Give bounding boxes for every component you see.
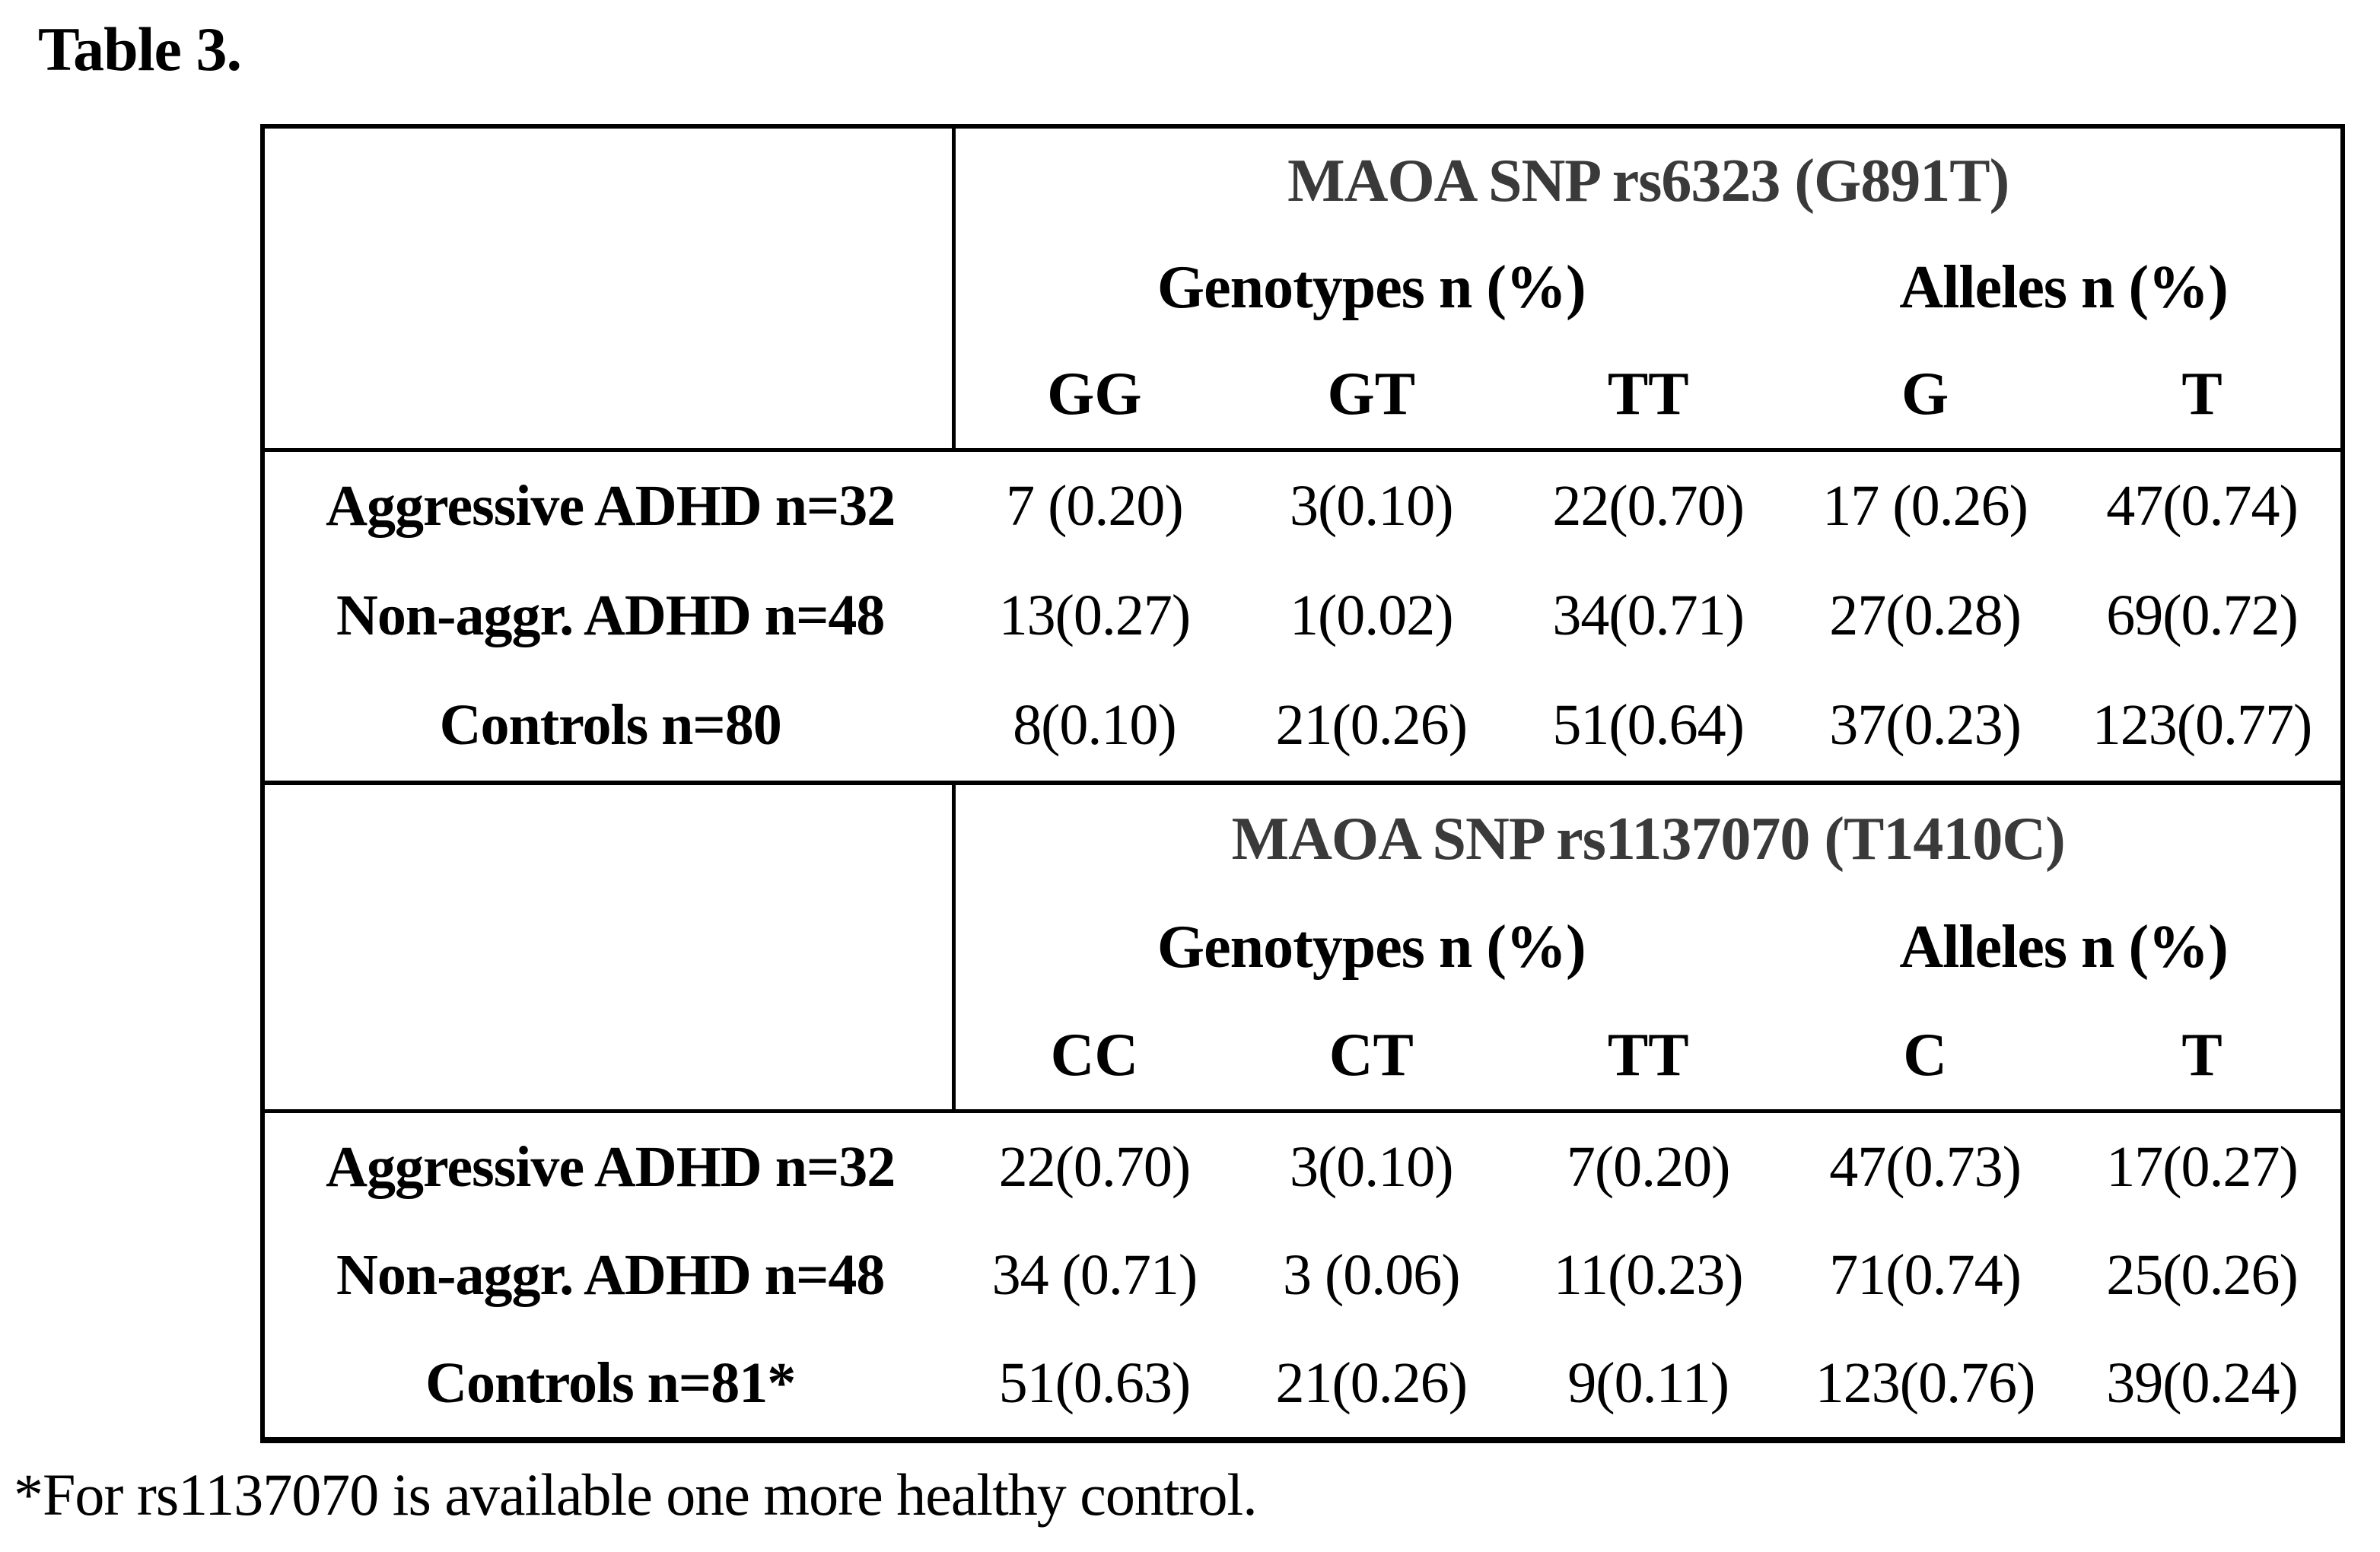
cell-value: 11(0.23): [1553, 1242, 1744, 1307]
row-label: Non-aggr. ADHD n=48: [336, 584, 885, 648]
header-empty-cell: [265, 129, 956, 448]
cell-value: 3 (0.06): [1282, 1242, 1461, 1307]
cell-value: 1(0.02): [1289, 584, 1454, 648]
alleles-group-header: Alleles n (%): [1899, 913, 2228, 981]
cell-value: 69(0.72): [2106, 584, 2299, 648]
snp-title-rs6323: MAOA SNP rs6323 (G891T): [1287, 148, 2009, 215]
cell-value: 34(0.71): [1552, 584, 1745, 648]
snp-frequency-table: MAOA SNP rs6323 (G891T) Genotypes n (%) …: [260, 124, 2345, 1443]
cell-value: 21(0.26): [1275, 693, 1468, 758]
cell-value: 7 (0.20): [1006, 474, 1184, 539]
cell-value: 8(0.10): [1013, 693, 1177, 758]
table-row: Aggressive ADHD n=32 7 (0.20) 3(0.10) 22…: [265, 452, 2340, 561]
column-header-gt: GT: [1327, 361, 1416, 428]
cell-value: 123(0.76): [1815, 1350, 2036, 1415]
cell-value: 17(0.27): [2106, 1134, 2299, 1199]
row-label: Aggressive ADHD n=32: [326, 474, 896, 539]
column-header-tt: TT: [1607, 361, 1689, 428]
alleles-group-header: Alleles n (%): [1899, 254, 2228, 322]
column-header-t: T: [2181, 361, 2222, 428]
cell-value: 71(0.74): [1829, 1242, 2022, 1307]
row-label: Aggressive ADHD n=32: [326, 1134, 896, 1199]
section-header-rs6323: MAOA SNP rs6323 (G891T) Genotypes n (%) …: [265, 129, 2340, 452]
cell-value: 51(0.63): [998, 1350, 1192, 1415]
genotypes-group-header: Genotypes n (%): [1157, 254, 1586, 322]
table-row: Controls n=81* 51(0.63) 21(0.26) 9(0.11)…: [265, 1329, 2340, 1437]
header-content-rs6323: MAOA SNP rs6323 (G891T) Genotypes n (%) …: [956, 129, 2340, 448]
cell-value: 47(0.74): [2106, 474, 2299, 539]
cell-value: 51(0.64): [1552, 693, 1745, 758]
cell-value: 25(0.26): [2106, 1242, 2299, 1307]
cell-value: 123(0.77): [2092, 693, 2313, 758]
table-row: Aggressive ADHD n=32 22(0.70) 3(0.10) 7(…: [265, 1113, 2340, 1221]
cell-value: 22(0.70): [998, 1134, 1192, 1199]
snp-title-row: MAOA SNP rs1137070 (T1410C): [956, 785, 2340, 893]
row-label: Controls n=80: [439, 693, 782, 758]
page-title: Table 3.: [38, 14, 242, 84]
column-header-ct: CT: [1328, 1021, 1414, 1089]
column-header-tt: TT: [1607, 1021, 1689, 1089]
cell-value: 34 (0.71): [991, 1242, 1198, 1307]
header-empty-cell: [265, 785, 956, 1110]
snp-title-row: MAOA SNP rs6323 (G891T): [956, 129, 2340, 235]
column-header-row: CC CT TT C T: [956, 1001, 2340, 1109]
cell-value: 9(0.11): [1567, 1350, 1729, 1415]
cell-value: 7(0.20): [1566, 1134, 1731, 1199]
row-label: Controls n=81*: [425, 1350, 796, 1415]
snp-title-rs1137070: MAOA SNP rs1137070 (T1410C): [1231, 805, 2066, 873]
row-label: Non-aggr. ADHD n=48: [336, 1242, 885, 1307]
section-header-rs1137070: MAOA SNP rs1137070 (T1410C) Genotypes n …: [265, 785, 2340, 1114]
column-header-g: G: [1901, 361, 1949, 428]
column-header-cc: CC: [1050, 1021, 1139, 1089]
group-header-row: Genotypes n (%) Alleles n (%): [956, 235, 2340, 342]
table-row: Non-aggr. ADHD n=48 13(0.27) 1(0.02) 34(…: [265, 561, 2340, 671]
table-row: Non-aggr. ADHD n=48 34 (0.71) 3 (0.06) 1…: [265, 1221, 2340, 1329]
group-header-row: Genotypes n (%) Alleles n (%): [956, 893, 2340, 1001]
column-header-c: C: [1903, 1021, 1947, 1089]
footnote: *For rs1137070 is available one more hea…: [14, 1461, 1258, 1528]
cell-value: 3(0.10): [1289, 474, 1454, 539]
cell-value: 22(0.70): [1552, 474, 1745, 539]
cell-value: 3(0.10): [1289, 1134, 1454, 1199]
section-data-rs6323: Aggressive ADHD n=32 7 (0.20) 3(0.10) 22…: [265, 452, 2340, 785]
cell-value: 17 (0.26): [1822, 474, 2028, 539]
table-row: Controls n=80 8(0.10) 21(0.26) 51(0.64) …: [265, 671, 2340, 781]
genotypes-group-header: Genotypes n (%): [1157, 913, 1586, 981]
header-content-rs1137070: MAOA SNP rs1137070 (T1410C) Genotypes n …: [956, 785, 2340, 1109]
column-header-gg: GG: [1047, 361, 1142, 428]
cell-value: 47(0.73): [1829, 1134, 2022, 1199]
cell-value: 13(0.27): [998, 584, 1192, 648]
column-header-t: T: [2181, 1021, 2222, 1089]
cell-value: 27(0.28): [1829, 584, 2022, 648]
cell-value: 21(0.26): [1275, 1350, 1468, 1415]
column-header-row: GG GT TT G T: [956, 342, 2340, 448]
cell-value: 39(0.24): [2106, 1350, 2299, 1415]
section-data-rs1137070: Aggressive ADHD n=32 22(0.70) 3(0.10) 7(…: [265, 1113, 2340, 1437]
cell-value: 37(0.23): [1829, 693, 2022, 758]
